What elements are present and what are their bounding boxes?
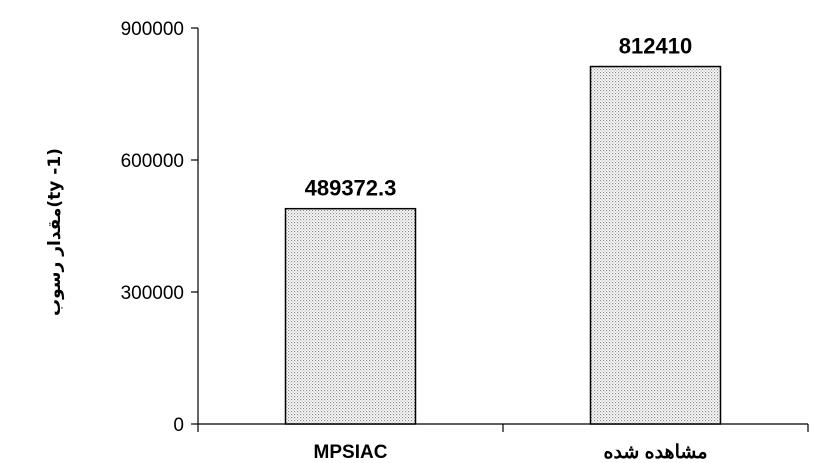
y-tick-label: 600000 (121, 151, 184, 172)
bar-1 (284, 207, 417, 425)
y-tick-label: 0 (173, 415, 184, 436)
x-category-label-1: MPSIAC (314, 442, 388, 463)
x-category-label-2: مشاهده شده (604, 442, 708, 463)
bar-2 (589, 65, 722, 425)
labels: 0 300000 600000 900000 489372.3 MPSIAC 812410 م… (121, 19, 708, 463)
bars (284, 65, 722, 425)
y-tick-label: 300000 (121, 283, 184, 304)
y-tick-label: 900000 (121, 19, 184, 40)
data-label-2: 812410 (619, 34, 692, 59)
data-label-1: 489372.3 (305, 176, 397, 201)
y-axis-title: مقدار رسوب(ty -1) (45, 148, 65, 316)
